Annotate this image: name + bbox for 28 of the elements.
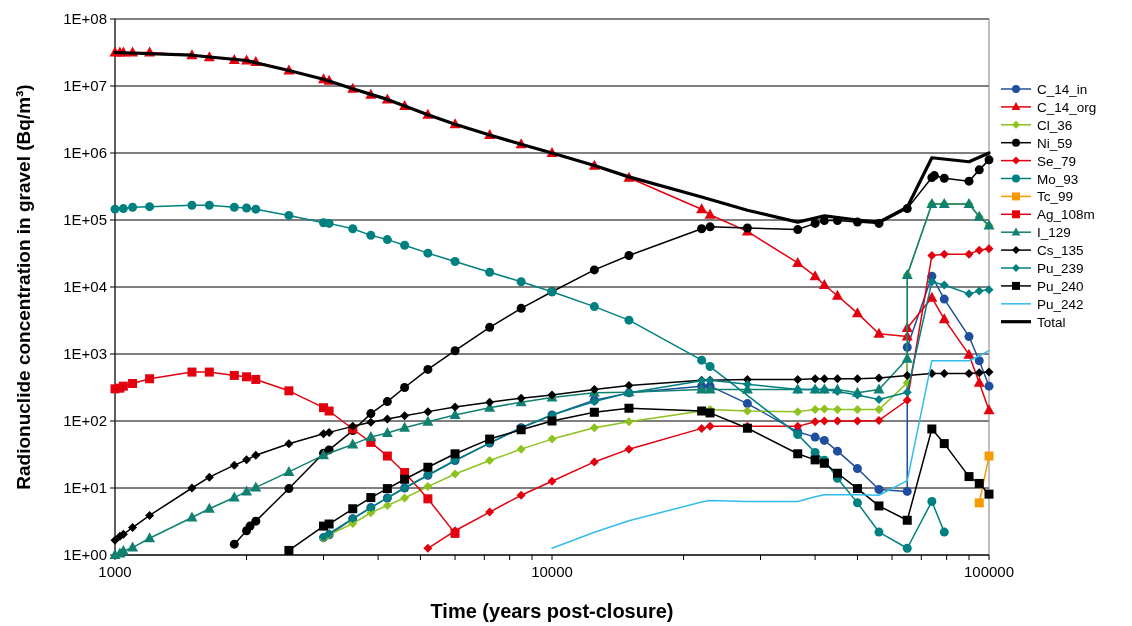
x-tick-label: 10000 <box>531 563 573 580</box>
legend-label: Pu_242 <box>1037 296 1084 312</box>
y-tick-label: 1E+05 <box>63 211 107 228</box>
y-tick-label: 1E+02 <box>63 412 107 429</box>
legend-label: Se_79 <box>1037 153 1077 169</box>
legend-label: C_14_in <box>1037 82 1088 97</box>
legend-label: C_14_org <box>1037 99 1097 115</box>
legend-label: Mo_93 <box>1037 171 1079 187</box>
x-tick-label: 1000 <box>98 563 132 580</box>
legend-label: Cs_135 <box>1037 243 1084 259</box>
y-tick-label: 1E+01 <box>63 479 107 496</box>
y-tick-label: 1E+07 <box>63 77 107 94</box>
legend-label: Ni_59 <box>1037 135 1073 151</box>
y-tick-label: 1E+03 <box>63 345 107 362</box>
legend-label: Total <box>1037 314 1066 330</box>
legend-label: Ag_108m <box>1037 207 1095 223</box>
legend-label: Pu_239 <box>1037 261 1084 276</box>
legend-label: I_129 <box>1037 225 1071 241</box>
y-tick-label: 1E+06 <box>63 144 107 161</box>
y-tick-label: 1E+08 <box>63 10 107 27</box>
legend-label: Cl_36 <box>1037 117 1073 133</box>
legend-label: Pu_240 <box>1037 278 1084 294</box>
x-axis-title: Time (years post-closure) <box>430 600 674 622</box>
y-tick-label: 1E+00 <box>63 546 107 563</box>
legend-label: Tc_99 <box>1037 189 1074 205</box>
y-axis-title: Radionuclide concentration in gravel (Bq/m³) <box>13 84 34 490</box>
x-tick-label: 100000 <box>963 563 1015 580</box>
y-tick-label: 1E+04 <box>63 278 107 295</box>
